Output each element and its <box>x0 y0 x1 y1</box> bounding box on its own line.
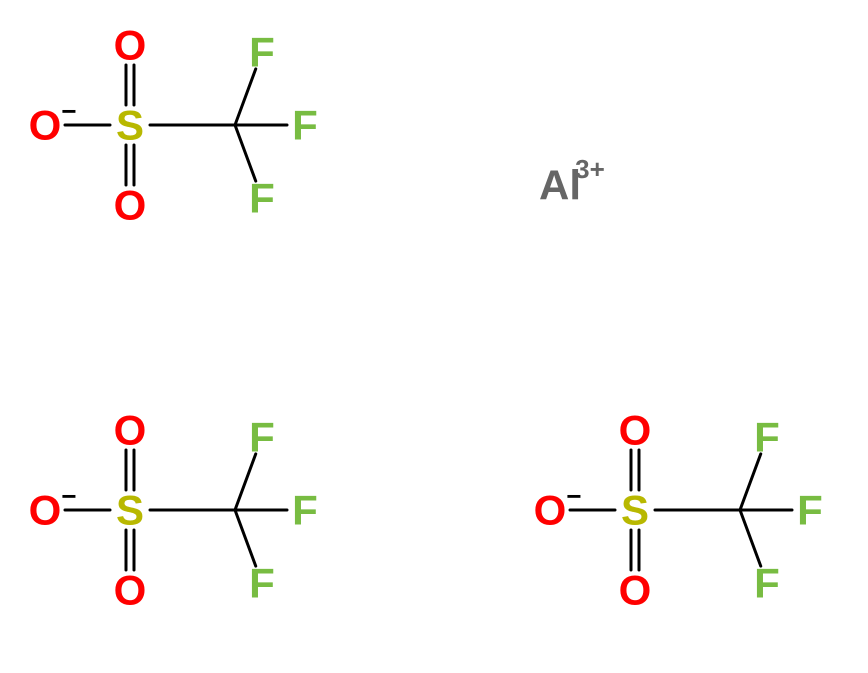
fluorine-atom: F <box>249 414 275 461</box>
bond <box>740 454 761 510</box>
bond <box>235 510 256 566</box>
oxygen-atom: O <box>114 22 147 69</box>
sulfur-atom: S <box>116 102 144 149</box>
oxygen-atom: O <box>619 567 652 614</box>
sulfur-atom: S <box>621 487 649 534</box>
bond <box>235 125 256 181</box>
fluorine-atom: F <box>754 414 780 461</box>
bond <box>235 454 256 510</box>
fluorine-atom: F <box>292 487 318 534</box>
bond <box>740 510 761 566</box>
oxygen-atom: O <box>29 102 62 149</box>
fluorine-atom: F <box>754 560 780 607</box>
oxygen-atom: O <box>29 487 62 534</box>
oxygen-atom: O <box>114 407 147 454</box>
negative-charge: − <box>566 481 581 511</box>
fluorine-atom: F <box>249 29 275 76</box>
chemical-structure-diagram: SOOO−FFFSOOO−FFFSOOO−FFFAl3+ <box>0 0 868 673</box>
fluorine-atom: F <box>249 175 275 222</box>
oxygen-atom: O <box>619 407 652 454</box>
negative-charge: − <box>61 481 76 511</box>
sulfur-atom: S <box>116 487 144 534</box>
fluorine-atom: F <box>292 102 318 149</box>
oxygen-atom: O <box>114 567 147 614</box>
negative-charge: − <box>61 96 76 126</box>
bond <box>235 69 256 125</box>
oxygen-atom: O <box>114 182 147 229</box>
aluminum-cation: Al3+ <box>539 154 605 209</box>
fluorine-atom: F <box>797 487 823 534</box>
oxygen-atom: O <box>534 487 567 534</box>
aluminum-charge: 3+ <box>575 154 605 184</box>
fluorine-atom: F <box>249 560 275 607</box>
